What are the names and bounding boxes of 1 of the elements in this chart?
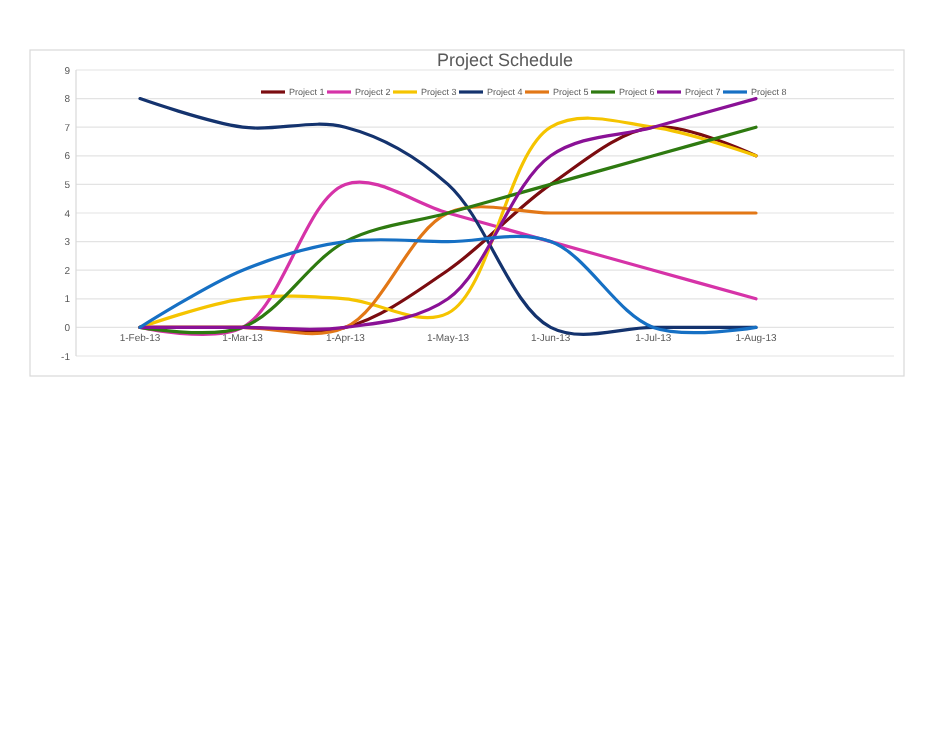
chart-title: Project Schedule xyxy=(436,50,574,70)
